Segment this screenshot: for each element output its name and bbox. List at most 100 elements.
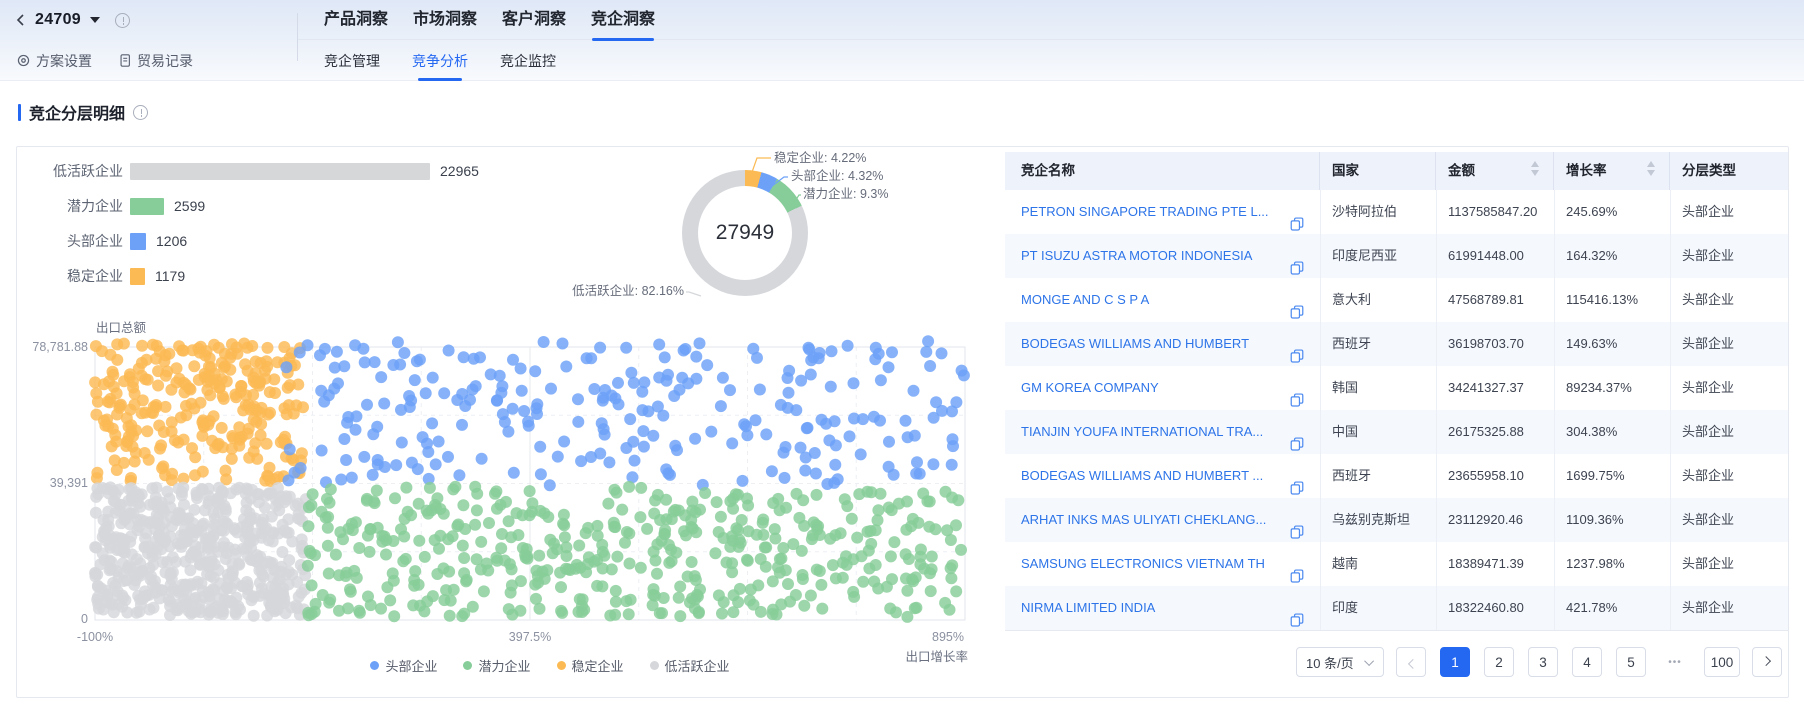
company-link[interactable]: PT ISUZU ASTRA MOTOR INDONESIA: [1021, 248, 1253, 263]
plan-info-icon[interactable]: [115, 12, 130, 28]
page-button-100[interactable]: 100: [1704, 647, 1740, 677]
chart-legend: 头部企业 潜力企业 稳定企业 低活跃企业: [230, 655, 870, 675]
sort-control[interactable]: [1647, 161, 1655, 176]
company-link[interactable]: BODEGAS WILLIAMS AND HUMBERT: [1021, 336, 1250, 351]
bar-category-label: 低活跃企业: [53, 163, 123, 179]
donut-chart: 27949: [682, 170, 808, 296]
sort-descending-icon[interactable]: [1531, 170, 1539, 176]
company-link[interactable]: BODEGAS WILLIAMS AND HUMBERT ...: [1021, 468, 1264, 483]
copy-icon[interactable]: [1290, 337, 1304, 363]
company-link[interactable]: GM KOREA COMPANY: [1021, 380, 1159, 395]
cell-growth: 89234.37%: [1566, 380, 1632, 395]
page-button-3[interactable]: 3: [1528, 647, 1558, 677]
document-icon: [120, 54, 130, 67]
cell-growth: 421.78%: [1566, 600, 1618, 615]
copy-icon[interactable]: [1290, 205, 1304, 231]
sort-control[interactable]: [1531, 161, 1539, 176]
page-button-4[interactable]: 4: [1572, 647, 1602, 677]
caret-down-icon[interactable]: [90, 17, 100, 23]
chevron-down-icon: [1364, 655, 1375, 666]
legend-item[interactable]: 低活跃企业: [649, 656, 730, 675]
page-ellipsis[interactable]: •••: [1660, 647, 1690, 677]
legend-label: 低活跃企业: [664, 658, 730, 674]
cell-country: 乌兹别克斯坦: [1332, 512, 1411, 527]
chevron-right-icon: [1760, 655, 1771, 666]
column-header-amount[interactable]: 金额: [1436, 152, 1554, 190]
y-tick-label: 78,781.88: [32, 340, 88, 354]
cell-country: 西班牙: [1332, 468, 1372, 483]
cell-amount: 1137585847.20: [1448, 204, 1538, 219]
page-button-5[interactable]: 5: [1616, 647, 1646, 677]
copy-icon[interactable]: [1290, 557, 1304, 583]
cell-type: 头部企业: [1682, 380, 1735, 395]
cell-country: 沙特阿拉伯: [1332, 204, 1398, 219]
legend-label: 潜力企业: [478, 658, 531, 674]
page-size-select[interactable]: 10 条/页: [1296, 647, 1384, 677]
sort-ascending-icon[interactable]: [1647, 161, 1655, 167]
sort-ascending-icon[interactable]: [1531, 161, 1539, 167]
trade-records-button[interactable]: 贸易记录: [118, 51, 193, 71]
cell-type: 头部企业: [1682, 336, 1735, 351]
copy-icon[interactable]: [1290, 381, 1304, 407]
cell-growth: 1109.36%: [1566, 512, 1624, 527]
table-row: BODEGAS WILLIAMS AND HUMBERT ... 西班牙 23655…: [1005, 454, 1788, 498]
donut-total: 27949: [698, 186, 792, 280]
back-button[interactable]: [14, 12, 28, 28]
cell-amount: 23655958.10: [1448, 468, 1524, 483]
donut-segment-label: 低活跃企业: 82.16%: [572, 284, 684, 298]
cell-type: 头部企业: [1682, 292, 1735, 307]
bar-row: 头部企业 1206: [0, 233, 600, 250]
company-link[interactable]: NIRMA LIMITED INDIA: [1021, 600, 1156, 615]
cell-name: SAMSUNG ELECTRONICS VIETNAM TH: [1005, 542, 1320, 586]
copy-icon[interactable]: [1290, 293, 1304, 319]
legend-item[interactable]: 稳定企业: [556, 656, 624, 675]
legend-dot: [463, 660, 473, 670]
column-header-growth[interactable]: 增长率: [1554, 152, 1670, 190]
copy-icon[interactable]: [1290, 513, 1304, 539]
company-link[interactable]: SAMSUNG ELECTRONICS VIETNAM TH: [1021, 556, 1265, 571]
sort-descending-icon[interactable]: [1647, 170, 1655, 176]
copy-icon[interactable]: [1290, 425, 1304, 451]
column-header-country: 国家: [1320, 152, 1436, 190]
page-button-1[interactable]: 1: [1440, 647, 1470, 677]
subtab-competitor-management[interactable]: 竞企管理: [324, 53, 380, 69]
company-link[interactable]: ARHAT INKS MAS ULIYATI CHEKLANG...: [1021, 512, 1267, 527]
chevron-left-icon: [16, 14, 24, 26]
subtab-competitor-monitoring[interactable]: 竞企监控: [500, 53, 556, 69]
table-header: 竞企名称 国家 金额 增长率 分层类型: [1005, 152, 1788, 190]
tab-market-insights[interactable]: 市场洞察: [413, 10, 478, 28]
prev-page-button[interactable]: [1396, 647, 1426, 677]
column-header-label: 分层类型: [1682, 163, 1736, 178]
plan-id[interactable]: 24709: [35, 11, 81, 28]
plan-settings-button[interactable]: 方案设置: [16, 51, 92, 71]
legend-dot: [649, 660, 659, 670]
tab-competitor-insights[interactable]: 竞企洞察: [591, 0, 655, 41]
legend-item[interactable]: 潜力企业: [463, 656, 531, 675]
y-tick-label: 39,391: [49, 476, 88, 490]
next-page-button[interactable]: [1752, 647, 1782, 677]
bar-value-label: 22965: [440, 163, 479, 179]
company-link[interactable]: TIANJIN YOUFA INTERNATIONAL TRA...: [1021, 424, 1264, 439]
cell-country: 越南: [1332, 556, 1359, 571]
cell-name: MONGE AND C S P A: [1005, 278, 1320, 322]
legend-label: 头部企业: [385, 658, 438, 674]
copy-icon[interactable]: [1290, 601, 1304, 627]
plan-settings-label: 方案设置: [36, 52, 92, 69]
copy-icon[interactable]: [1290, 469, 1304, 495]
legend-item[interactable]: 头部企业: [370, 656, 437, 675]
bar-row: 低活跃企业 22965: [0, 163, 600, 180]
cell-name: TIANJIN YOUFA INTERNATIONAL TRA...: [1005, 410, 1320, 454]
company-link[interactable]: MONGE AND C S P A: [1021, 292, 1150, 307]
tab-customer-insights[interactable]: 客户洞察: [502, 10, 567, 28]
company-link[interactable]: PETRON SINGAPORE TRADING PTE L...: [1021, 204, 1269, 219]
tab-product-insights[interactable]: 产品洞察: [324, 10, 389, 28]
cell-type: 头部企业: [1682, 600, 1735, 615]
subtab-competition-analysis[interactable]: 竞争分析: [412, 41, 468, 81]
cell-amount: 34241327.37: [1448, 380, 1524, 395]
cell-country: 意大利: [1332, 292, 1372, 307]
copy-icon[interactable]: [1290, 249, 1304, 275]
section-info-icon[interactable]: [133, 104, 149, 120]
plan-toolbar: 方案设置 贸易记录: [16, 41, 193, 80]
column-header-label: 金额: [1448, 163, 1475, 178]
page-button-2[interactable]: 2: [1484, 647, 1514, 677]
